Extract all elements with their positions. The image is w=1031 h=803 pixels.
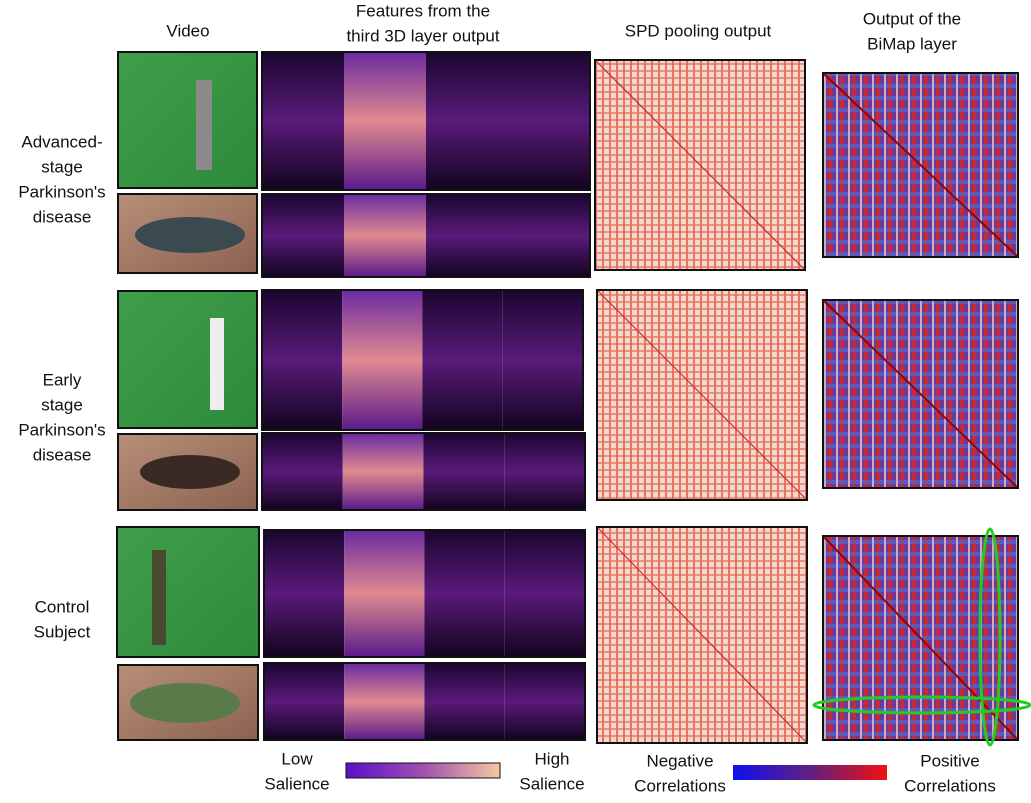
feature-map <box>344 52 426 190</box>
feature-map <box>424 433 505 510</box>
panels <box>117 52 259 740</box>
legend-label: Negative <box>646 751 713 770</box>
feature-map <box>503 290 583 430</box>
column-header: Features from the <box>356 1 490 20</box>
feature-map <box>342 290 422 430</box>
legend-label: Correlations <box>634 776 726 795</box>
feature-map <box>508 52 590 190</box>
legend-label: Correlations <box>904 776 996 795</box>
matrices <box>595 60 1030 745</box>
eye <box>140 455 240 489</box>
row-label: Subject <box>34 622 91 641</box>
legend-label: Salience <box>264 774 329 793</box>
legend-label: Salience <box>519 774 584 793</box>
feature-map <box>508 194 590 277</box>
row-label: stage <box>41 395 83 414</box>
feature-map <box>504 433 585 510</box>
feature-maps <box>262 52 590 740</box>
column-header: BiMap layer <box>867 34 957 53</box>
eye <box>130 683 240 723</box>
person <box>210 318 224 410</box>
feature-map <box>425 663 505 740</box>
feature-map <box>423 290 503 430</box>
correlation-colorbar <box>733 765 887 780</box>
legend-label: High <box>535 749 570 768</box>
person <box>152 550 166 645</box>
feature-map <box>505 530 585 657</box>
feature-map <box>262 290 342 430</box>
column-header: Output of the <box>863 9 961 28</box>
legend-label: Positive <box>920 751 980 770</box>
feature-map <box>425 530 505 657</box>
feature-map <box>426 52 508 190</box>
row-label: disease <box>33 445 92 464</box>
person <box>196 80 212 170</box>
column-header: Video <box>166 21 209 40</box>
video-frame <box>117 527 259 657</box>
eye <box>135 217 245 253</box>
row-label: Parkinson's <box>18 420 105 439</box>
feature-map <box>262 433 343 510</box>
feature-map <box>426 194 508 277</box>
feature-map <box>344 663 424 740</box>
row-label: Advanced- <box>21 132 102 151</box>
column-header: third 3D layer output <box>346 26 499 45</box>
video-frame <box>118 52 257 188</box>
feature-map <box>262 52 344 190</box>
legend-label: Low <box>281 749 313 768</box>
feature-map <box>264 663 344 740</box>
feature-map <box>344 194 426 277</box>
row-label: stage <box>41 157 83 176</box>
row-label: Early <box>43 370 82 389</box>
feature-map <box>262 194 344 277</box>
video-frame <box>118 291 257 428</box>
row-label: Control <box>35 597 90 616</box>
feature-map <box>343 433 424 510</box>
column-header: SPD pooling output <box>625 21 772 40</box>
feature-map <box>264 530 344 657</box>
salience-colorbar <box>346 763 500 778</box>
row-label: disease <box>33 207 92 226</box>
feature-map <box>505 663 585 740</box>
feature-map <box>344 530 424 657</box>
figure: Video Features from the third 3D layer out… <box>0 0 1031 803</box>
row-label: Parkinson's <box>18 182 105 201</box>
